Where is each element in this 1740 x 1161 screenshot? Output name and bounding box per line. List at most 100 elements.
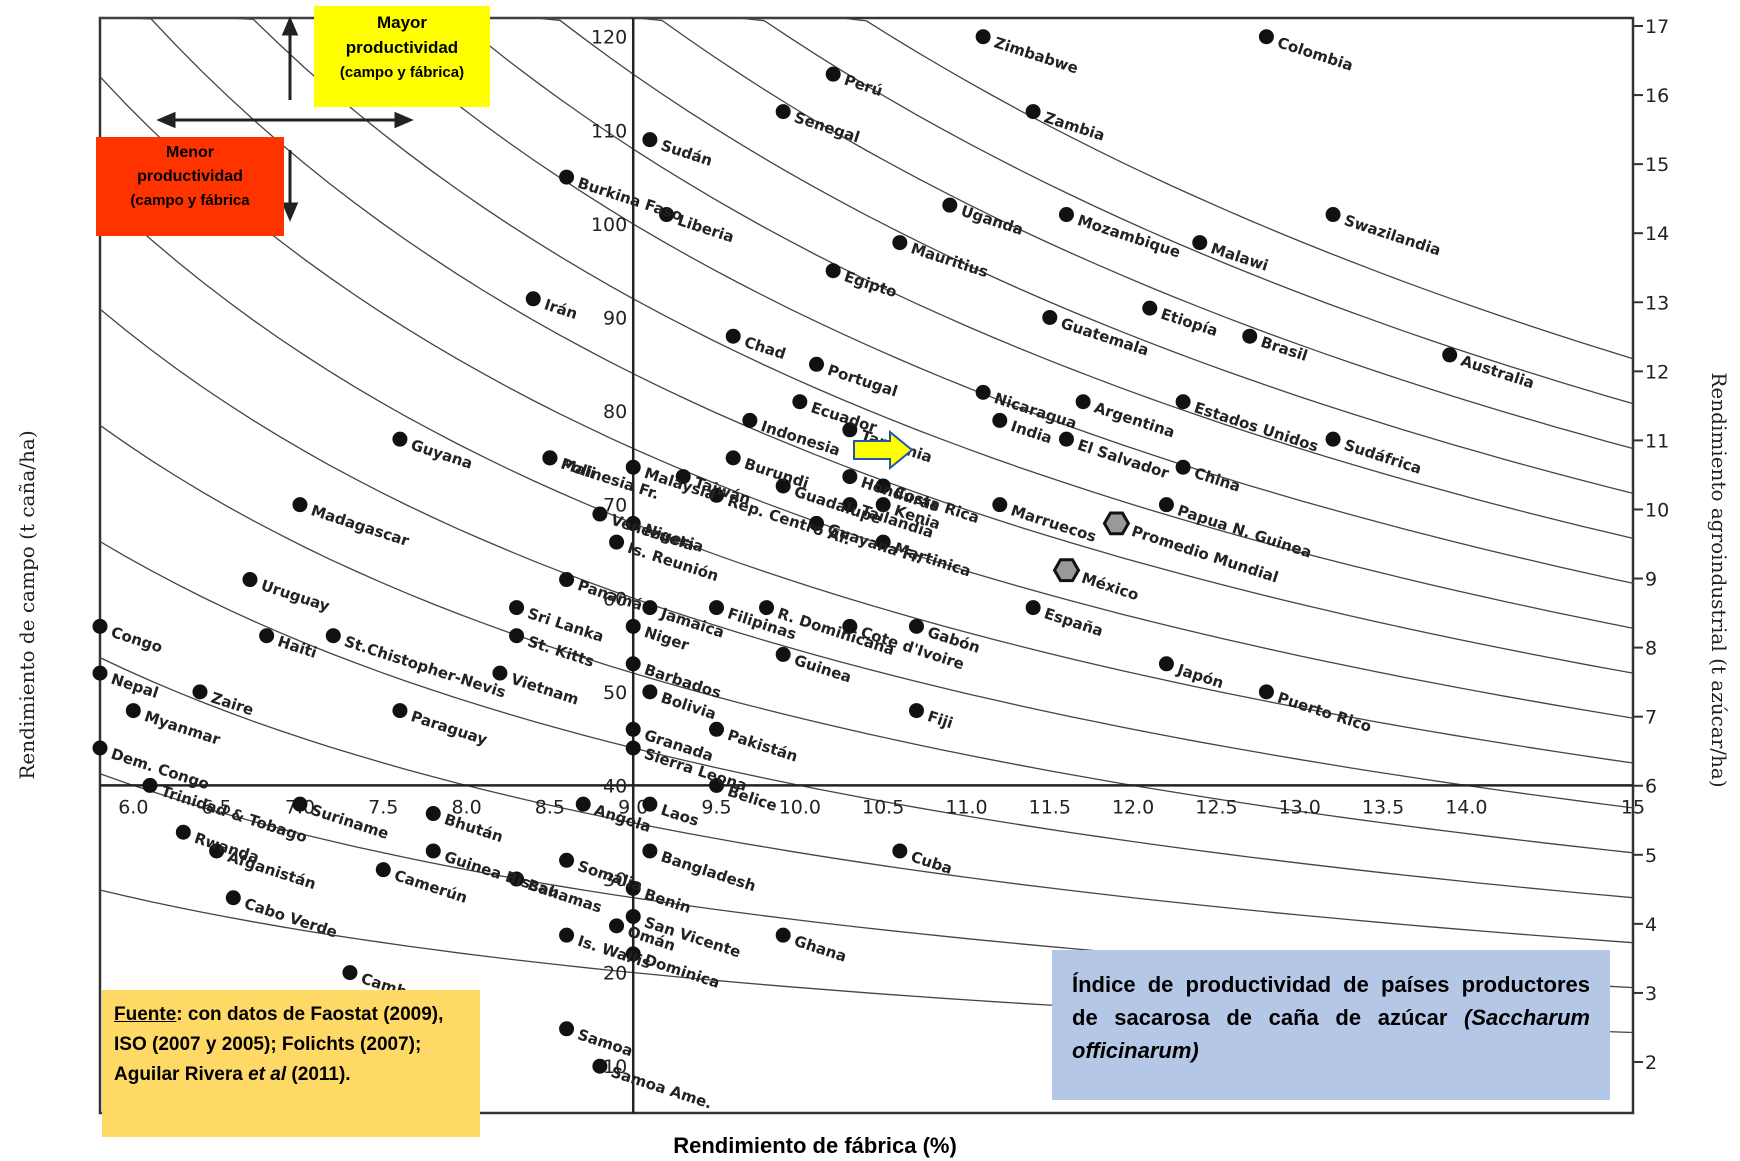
data-point [975, 384, 991, 400]
data-point [625, 946, 641, 962]
data-point [509, 600, 525, 616]
data-point [759, 600, 775, 616]
data-point [809, 356, 825, 372]
data-point [142, 777, 158, 793]
data-point [559, 927, 575, 943]
data-point-label: Camerún [392, 866, 470, 907]
data-point [559, 169, 575, 185]
data-point [609, 534, 625, 550]
data-point [609, 918, 625, 934]
source-etal: et al [248, 1064, 287, 1085]
y-tick-label: 120 [591, 27, 627, 49]
data-point-label: Uruguay [259, 576, 332, 615]
data-point-label: España [1042, 604, 1105, 640]
mayor-line1: Mayor [376, 13, 428, 32]
y-tick-label: 20 [603, 963, 627, 985]
data-point [659, 207, 675, 223]
data-point [709, 721, 725, 737]
y2-tick-label: 10 [1645, 499, 1669, 521]
data-point-label: Uganda [959, 202, 1026, 239]
data-point [625, 740, 641, 756]
data-point [1058, 207, 1074, 223]
data-point-label: Cabo Verde [242, 894, 340, 941]
index-species: (Saccharum officinarum) [1072, 1005, 1590, 1063]
y-tick-label: 50 [603, 682, 627, 704]
y2-tick-label: 12 [1645, 361, 1669, 383]
y2-tick-label: 11 [1645, 430, 1669, 452]
data-point-label: Argentina [1092, 398, 1177, 441]
data-point [425, 843, 441, 859]
mayor-line3: (campo y fábrica) [339, 64, 465, 81]
data-point-label: Myanmar [142, 707, 223, 749]
x-tick-label: 9.5 [701, 796, 731, 818]
data-point [225, 890, 241, 906]
data-point-label: Guatemala [1059, 314, 1152, 359]
data-point [542, 450, 558, 466]
data-point-label: Madagascar [309, 501, 412, 550]
data-point [392, 431, 408, 447]
data-point-label: Haiti [275, 632, 319, 662]
x-axis-label: Rendimiento de fábrica (%) [673, 1133, 957, 1158]
data-point-label: Benin [642, 885, 693, 917]
y2-tick-label: 5 [1645, 845, 1657, 867]
data-point-label: Indonesia [759, 417, 843, 460]
iso-curve [100, 17, 1634, 629]
source-text: : con datos de Faostat (2009), ISO (2007… [114, 1004, 444, 1085]
x-tick-label: 11.5 [1029, 796, 1071, 818]
data-point-label: Mozambique [1075, 211, 1183, 261]
data-point-label: Afganistán [225, 848, 318, 893]
x-tick-label: 11.0 [945, 796, 987, 818]
data-point [675, 469, 691, 485]
menor-productividad-box: Menor productividad (campo y fábrica [96, 137, 284, 236]
iso-curve [99, 192, 1634, 764]
data-point [509, 871, 525, 887]
iso-curve [99, 76, 1634, 719]
y2-tick-label: 16 [1645, 85, 1669, 107]
plot-frame [98, 16, 1635, 1115]
data-point [842, 469, 858, 485]
data-point [292, 796, 308, 812]
data-point-label: Fiji [925, 707, 955, 732]
data-point-label: Colombia [1275, 33, 1355, 74]
mayor-line2: productividad [345, 38, 459, 57]
data-point [242, 572, 258, 588]
data-point [559, 852, 575, 868]
x-tick-label: 14.0 [1445, 796, 1487, 818]
y-tick-label: 60 [603, 588, 627, 610]
data-point-label: Martinica [892, 539, 973, 581]
y-tick-label: 70 [603, 495, 627, 517]
data-point [1158, 656, 1174, 672]
data-point-label: Marruecos [1009, 501, 1099, 546]
data-point [775, 478, 791, 494]
y-tick-label: 90 [603, 307, 627, 329]
data-point [842, 618, 858, 634]
data-point [709, 487, 725, 503]
data-point-label: El Salvador [1075, 436, 1172, 483]
data-point [1325, 431, 1341, 447]
data-point-label: Swazilandia [1342, 211, 1443, 259]
highlight-point [1102, 511, 1131, 536]
data-point [92, 665, 108, 681]
data-point-label: Perú [842, 71, 885, 100]
data-point-label: Ghana [792, 932, 849, 966]
y2-tick-label: 7 [1645, 707, 1657, 729]
data-point [175, 824, 191, 840]
highlight-arrow [853, 429, 914, 471]
data-point [325, 628, 341, 644]
x-tick-label: 9.0 [618, 796, 648, 818]
data-point [509, 628, 525, 644]
data-point-label: Nepal [109, 670, 161, 702]
data-point [425, 806, 441, 822]
data-point-label: Samoa [575, 1025, 635, 1060]
data-point [625, 656, 641, 672]
y2-tick-label: 2 [1645, 1052, 1657, 1074]
data-point-label: Sudáfrica [1342, 436, 1424, 478]
data-point [1258, 684, 1274, 700]
data-point [1158, 497, 1174, 513]
data-point-label: Cuba [909, 848, 955, 878]
data-point [592, 506, 608, 522]
x-tick-label: 13.0 [1279, 796, 1321, 818]
data-point [1075, 394, 1091, 410]
iso-curve [99, 308, 1634, 809]
y2-tick-label: 3 [1645, 983, 1657, 1005]
